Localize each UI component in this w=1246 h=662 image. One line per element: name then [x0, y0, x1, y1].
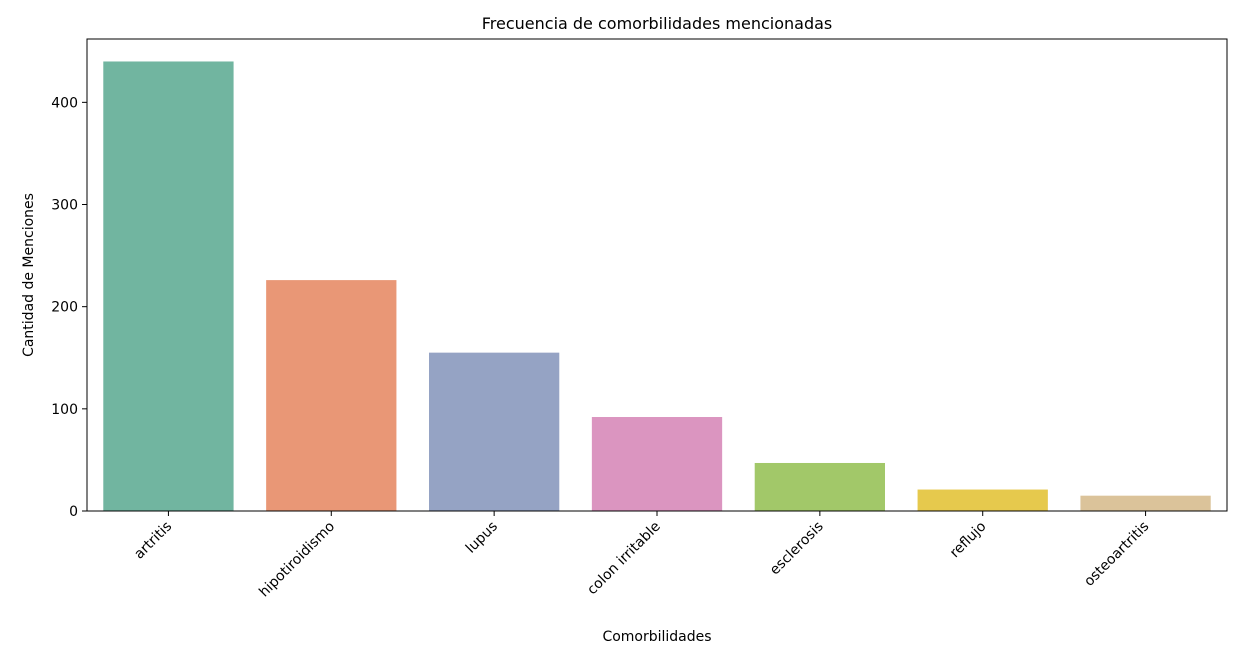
x-tick-label: reflujo	[947, 519, 990, 562]
y-tick-label: 200	[51, 300, 78, 316]
plot-frame	[86, 38, 1228, 512]
y-axis-label: Cantidad de Menciones	[21, 193, 37, 357]
bar-osteoartritis	[1080, 495, 1211, 511]
x-axis-label: Comorbilidades	[602, 629, 711, 645]
y-axis: 0 100 200 300 400	[51, 95, 87, 520]
y-tick-label: 100	[51, 402, 78, 418]
x-tick-label: esclerosis	[767, 519, 827, 579]
bar-hipotiroidismo	[266, 280, 397, 511]
bar-reflujo	[917, 489, 1048, 511]
x-tick-label: hipotiroidismo	[256, 519, 338, 601]
bar-artritis	[103, 61, 234, 511]
x-tick-label: osteoartritis	[1081, 519, 1152, 590]
bar-colon-irritable	[591, 417, 723, 511]
bars-layer	[103, 61, 1211, 511]
bar-lupus	[429, 352, 560, 511]
y-tick-label: 400	[51, 95, 78, 111]
y-tick-label: 300	[51, 198, 78, 214]
x-tick-label: colon irritable	[584, 519, 664, 599]
bar-esclerosis	[754, 462, 885, 511]
x-tick-label: lupus	[463, 519, 501, 557]
y-tick-label: 0	[69, 504, 78, 520]
x-tick-label: artritis	[131, 519, 175, 563]
chart-title: Frecuencia de comorbilidades mencionadas	[482, 14, 833, 33]
x-axis: artritis hipotiroidismo lupus colon irritab…	[131, 511, 1152, 600]
